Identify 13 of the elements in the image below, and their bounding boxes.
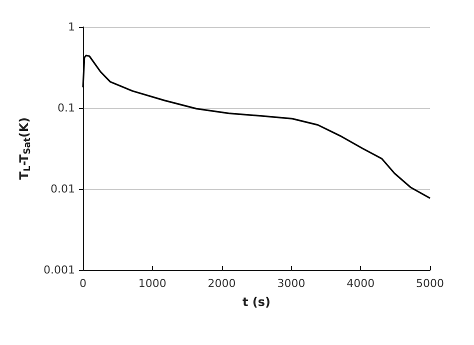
- y-tick-label: 1: [68, 20, 75, 34]
- x-tick-label: 1000: [138, 277, 166, 290]
- x-tick-label: 5000: [416, 277, 444, 290]
- x-tick-label: 4000: [346, 277, 375, 290]
- y-tick-label: 0.001: [44, 264, 75, 276]
- x-tick-label: 3000: [277, 277, 306, 290]
- line-series: [82, 54, 431, 199]
- x-tick-label: 0: [80, 277, 86, 290]
- x-tick-label: 2000: [208, 277, 236, 290]
- x-axis-title: t (s): [242, 295, 271, 309]
- y-tick-label: 0.01: [50, 182, 75, 196]
- y-axis-title: TL-TSat(K): [17, 117, 34, 180]
- y-tick-label: 0.1: [58, 102, 75, 114]
